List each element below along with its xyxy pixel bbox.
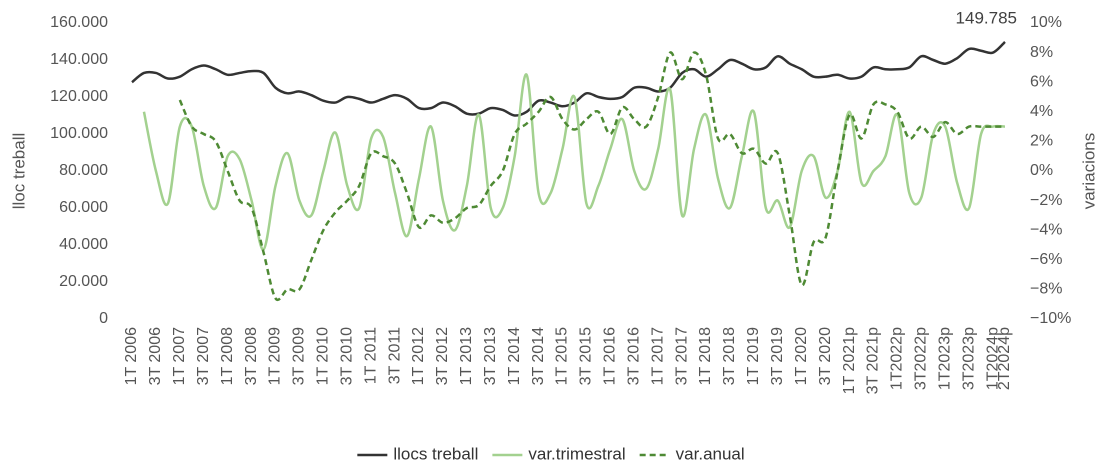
x-tick-label: 3T 2006 [147,327,164,386]
y2-tick-label: −2% [1030,192,1062,209]
series-line [142,73,1006,251]
y-tick-label: 0 [99,310,108,327]
legend-label: var.anual [676,444,745,463]
x-tick-label: 1T 2007 [171,327,188,386]
x-tick-label: 1T 2014 [506,327,523,386]
y2-tick-label: 6% [1030,73,1053,90]
x-tick-label: 1T 2013 [458,327,475,386]
x-tick-label: 1T 2015 [554,327,571,386]
x-tick-label: 3T 2015 [578,327,595,386]
series-line [131,40,1006,117]
x-tick-label: 3T 2012 [434,327,451,386]
y-tick-label: 120.000 [50,88,108,105]
y-tick-label: 60.000 [59,199,108,216]
x-tick-label: 3T 2019 [769,327,786,386]
y2-tick-label: 2% [1030,133,1053,150]
y-tick-label: 100.000 [50,125,108,142]
x-tick-label: 1T 2019 [745,327,762,386]
x-tick-label: 3T 2020 [817,327,834,386]
x-tick-label: 3T2023p [960,327,977,390]
x-tick-label: 1T 2006 [123,327,140,386]
x-tick-label: 3T 2014 [530,327,547,386]
x-tick-label: 1T2023p [936,327,953,390]
x-tick-label: 1T 2012 [410,327,427,386]
y-axis-title: lloc treball [9,133,28,210]
x-tick-label: 1T 2009 [267,327,284,386]
x-tick-label: 3T2022p [913,327,930,390]
x-tick-label: 1T2024p [984,327,1001,390]
legend: llocs treball var.trimestral var.anual [357,444,745,463]
x-tick-label: 1T 2020 [793,327,810,386]
x-tick-label: 3T 2017 [673,327,690,386]
series-line [178,51,1005,301]
x-tick-label: 3T 2016 [625,327,642,386]
x-tick-label: 1T 2018 [697,327,714,386]
x-tick-label: 2T2024p [996,327,1013,390]
y2-tick-label: −10% [1030,310,1071,327]
x-tick-label: 1T 2010 [315,327,332,386]
y2-tick-label: −4% [1030,221,1062,238]
y-tick-label: 80.000 [59,162,108,179]
y2-tick-label: 8% [1030,44,1053,61]
x-tick-label: 1T2022p [889,327,906,390]
legend-label: var.trimestral [528,444,625,463]
x-tick-label: 3T 2013 [482,327,499,386]
annotation: 149.785 [956,8,1017,27]
x-tick-label: 3T 2018 [721,327,738,386]
y2-tick-label: 0% [1030,162,1053,179]
x-tick-label: 3T 2011 [386,327,403,384]
y2-tick-label: 4% [1030,103,1053,120]
y2-axis-title: variacions [1079,133,1098,210]
x-tick-label: 1T 2008 [219,327,236,386]
x-tick-label: 3T 2007 [195,327,212,386]
y2-tick-label: 10% [1030,14,1062,31]
x-tick-label: 1T 2011 [362,327,379,384]
x-tick-label: 3T 2021p [865,327,882,394]
x-tick-label: 1T 2016 [602,327,619,386]
y2-tick-label: −8% [1030,281,1062,298]
y-tick-label: 40.000 [59,236,108,253]
y-tick-label: 20.000 [59,273,108,290]
legend-label: llocs treball [393,444,478,463]
x-tick-label: 3T 2010 [338,327,355,386]
y2-tick-label: −6% [1030,251,1062,268]
x-tick-label: 1T 2021p [841,327,858,394]
y-tick-label: 160.000 [50,14,108,31]
x-tick-label: 1T 2017 [649,327,666,386]
x-tick-label: 3T 2008 [243,327,260,386]
y-tick-label: 140.000 [50,51,108,68]
x-tick-label: 3T 2009 [291,327,308,386]
